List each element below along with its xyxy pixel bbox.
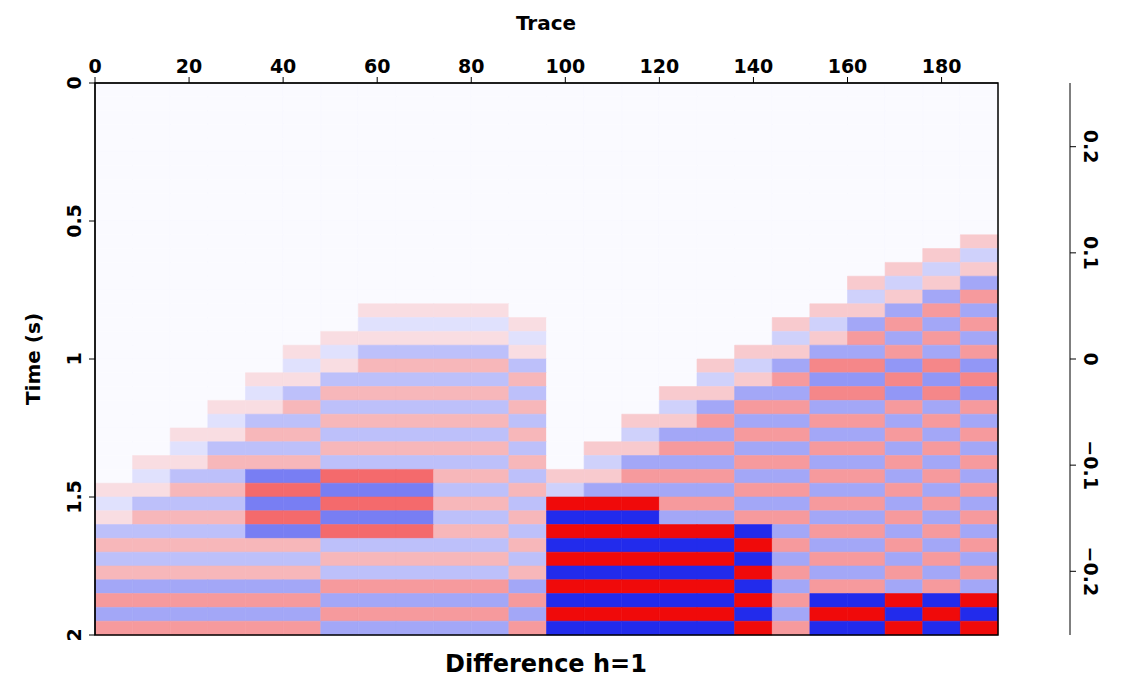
svg-text:80: 80	[458, 55, 484, 77]
svg-text:0: 0	[88, 55, 101, 77]
svg-text:2: 2	[63, 628, 85, 641]
svg-text:100: 100	[545, 55, 585, 77]
svg-text:Difference h=1: Difference h=1	[445, 650, 647, 678]
svg-text:−0.1: −0.1	[1080, 440, 1102, 490]
svg-text:0: 0	[1080, 352, 1102, 365]
svg-text:0.1: 0.1	[1080, 236, 1102, 270]
svg-text:Time (s): Time (s)	[21, 313, 45, 405]
svg-text:160: 160	[828, 55, 868, 77]
svg-text:−0.2: −0.2	[1080, 547, 1102, 597]
svg-text:180: 180	[922, 55, 962, 77]
svg-text:1.5: 1.5	[63, 480, 85, 514]
svg-text:60: 60	[364, 55, 390, 77]
svg-text:1: 1	[63, 352, 85, 365]
svg-text:Trace: Trace	[516, 11, 576, 35]
svg-text:140: 140	[734, 55, 774, 77]
svg-text:0.5: 0.5	[63, 204, 85, 238]
svg-text:0.2: 0.2	[1080, 130, 1102, 164]
svg-text:0: 0	[63, 76, 85, 89]
svg-text:40: 40	[270, 55, 296, 77]
svg-text:20: 20	[176, 55, 202, 77]
svg-text:120: 120	[640, 55, 680, 77]
